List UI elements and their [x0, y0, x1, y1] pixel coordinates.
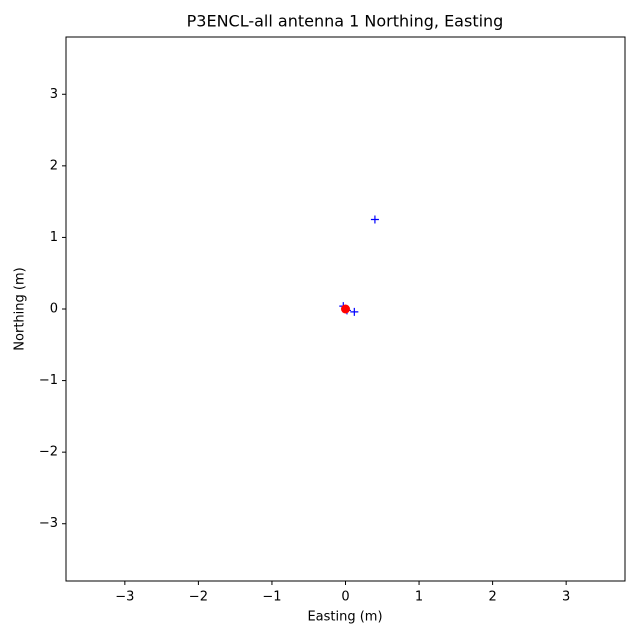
y-tick-label: −1	[39, 373, 58, 388]
y-axis-label: Northing (m)	[13, 267, 28, 350]
x-tick-label: 1	[415, 590, 423, 605]
x-tick-label: 2	[488, 590, 496, 605]
y-tick-label: −2	[39, 445, 58, 460]
x-tick-label: −2	[189, 590, 208, 605]
y-tick-label: 0	[50, 302, 58, 317]
y-tick-label: 1	[50, 230, 58, 245]
x-axis-label: Easting (m)	[307, 610, 382, 625]
y-tick-label: −3	[39, 516, 58, 531]
y-tick-label: 3	[50, 87, 58, 102]
y-tick-label: 2	[50, 158, 58, 173]
x-tick-label: −3	[115, 590, 134, 605]
chart-title: P3ENCL-all antenna 1 Northing, Easting	[187, 12, 504, 31]
x-tick-label: 3	[562, 590, 570, 605]
x-tick-label: −1	[262, 590, 281, 605]
point	[341, 304, 350, 314]
point	[350, 307, 359, 316]
point	[370, 215, 379, 224]
x-tick-label: 0	[341, 590, 349, 605]
plot-frame	[65, 36, 626, 582]
